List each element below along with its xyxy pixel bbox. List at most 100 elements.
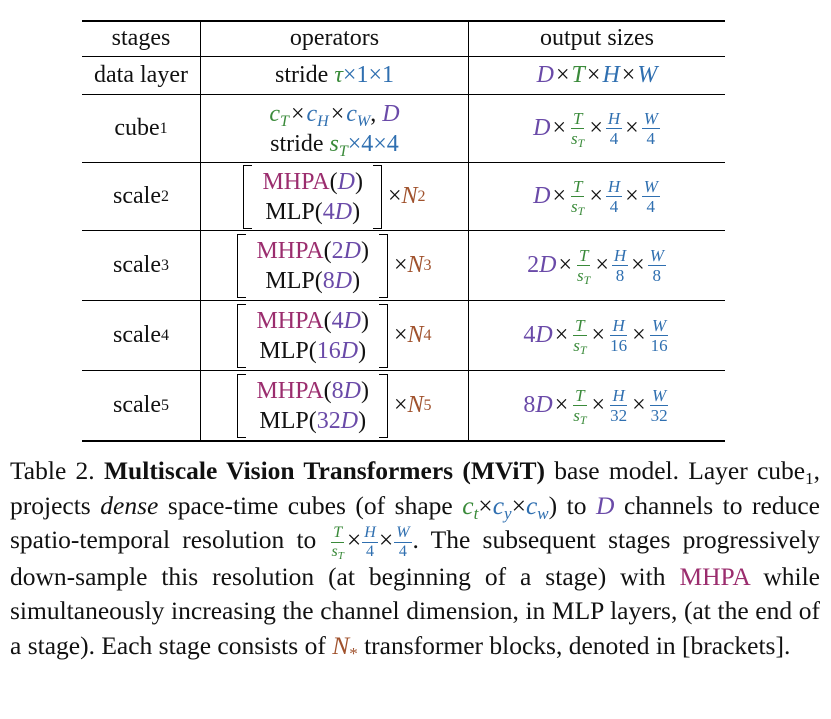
row-rule bbox=[82, 370, 725, 372]
table-top-rule bbox=[82, 20, 725, 22]
out-coef: 4 bbox=[523, 322, 536, 348]
mhpa-label: MHPA bbox=[262, 168, 330, 195]
left-bracket bbox=[237, 373, 247, 438]
stage-scale4: scale 4 bbox=[113, 322, 169, 348]
frac-num: T bbox=[576, 246, 591, 266]
mlp-coef: 32 bbox=[316, 407, 341, 434]
left-bracket bbox=[237, 303, 247, 368]
stride-rest: ×4×4 bbox=[347, 130, 399, 157]
mlp-line: MLP(32D) bbox=[259, 407, 367, 434]
stage-name: scale bbox=[113, 183, 161, 209]
dim-D: D bbox=[337, 168, 355, 195]
mhpa-line: MHPA(D) bbox=[262, 168, 363, 195]
dim-T: T bbox=[571, 62, 585, 88]
frac-den-sub: T bbox=[337, 549, 344, 562]
stage-name: scale bbox=[113, 392, 161, 418]
caption-text: base model. Layer cube bbox=[544, 456, 806, 485]
caption-text: while simultaneously increasing the chan… bbox=[10, 561, 820, 661]
table-bottom-rule bbox=[82, 440, 725, 442]
frac-den: 16 bbox=[610, 336, 628, 355]
mhpa-coef: 4 bbox=[331, 307, 344, 334]
operator-cube1: cT×cH×cW, D stride sT×4×4 bbox=[201, 95, 468, 162]
c-var: c bbox=[346, 100, 357, 127]
frac-den: 16 bbox=[650, 336, 668, 355]
dim-H: H bbox=[602, 62, 620, 88]
operator-scale5: MHPA(8D) MLP(32D) × N 5 bbox=[201, 371, 468, 440]
frac-num: W bbox=[641, 177, 660, 197]
frac-den-sub: T bbox=[577, 136, 585, 150]
frac-num: H bbox=[611, 246, 629, 266]
left-bracket bbox=[237, 233, 247, 298]
dim-D: D bbox=[533, 183, 551, 209]
frac-den: s bbox=[331, 542, 338, 560]
caption-var: N bbox=[332, 631, 350, 661]
frac-den-sub: T bbox=[583, 273, 591, 287]
column-rule bbox=[200, 20, 202, 442]
dim-D: D bbox=[382, 100, 400, 127]
frac-num: W bbox=[650, 386, 669, 406]
dim-D: D bbox=[536, 62, 554, 88]
output-data-layer: D × T × H × W bbox=[536, 62, 658, 88]
mlp-line: MLP(4D) bbox=[265, 198, 361, 225]
right-bracket bbox=[372, 164, 382, 229]
kernel-shape-line: cT×cH×cW, D bbox=[269, 100, 400, 130]
c-var: c bbox=[269, 100, 281, 127]
mlp-line: MLP(8D) bbox=[265, 267, 361, 294]
dim-D: D bbox=[343, 377, 361, 404]
mhpa-line: MHPA(8D) bbox=[256, 377, 369, 404]
mhpa-label: MHPA bbox=[256, 237, 324, 264]
caption-sub: 1 bbox=[805, 469, 814, 488]
operator-data-layer: stride τ ×1×1 bbox=[201, 57, 468, 94]
right-bracket bbox=[378, 233, 388, 298]
operator-scale3: MHPA(2D) MLP(8D) × N 3 bbox=[201, 231, 468, 300]
frac-num: T bbox=[573, 386, 587, 406]
frac-den: 4 bbox=[609, 129, 619, 148]
s-sub: T bbox=[338, 142, 348, 160]
frac-den: 4 bbox=[366, 542, 375, 560]
mhpa-line: MHPA(2D) bbox=[256, 237, 369, 264]
frac-num: W bbox=[647, 246, 666, 266]
row-rule bbox=[82, 300, 725, 302]
frac-den: 4 bbox=[398, 542, 407, 560]
caption-title: Multiscale Vision Transformers (MViT) bbox=[103, 456, 545, 485]
mlp-coef: 8 bbox=[322, 267, 335, 294]
operator-scale4: MHPA(4D) MLP(16D) × N 4 bbox=[201, 301, 468, 370]
caption-sub: w bbox=[537, 503, 549, 523]
out-coef: 2 bbox=[527, 252, 540, 278]
stage-data-layer: data layer bbox=[94, 62, 188, 88]
caption-var: c bbox=[525, 490, 538, 520]
frac-den: 4 bbox=[646, 197, 656, 216]
repeat-N: N bbox=[407, 322, 424, 348]
mhpa-label: MHPA bbox=[256, 377, 324, 404]
caption-text: . The subsequent stages progressively do… bbox=[10, 525, 820, 591]
dim-D: D bbox=[343, 237, 361, 264]
caption-text: , projects bbox=[10, 456, 821, 520]
column-rule bbox=[468, 20, 470, 442]
frac-num: T bbox=[573, 316, 587, 336]
frac-den: s bbox=[577, 266, 584, 285]
frac-den: 4 bbox=[646, 129, 656, 148]
table-caption: Table 2. Multiscale Vision Transformers … bbox=[10, 456, 821, 664]
mhpa-coef: 2 bbox=[331, 237, 344, 264]
header-output-sizes: output sizes bbox=[540, 25, 654, 51]
cube-stride-line: stride sT×4×4 bbox=[270, 129, 399, 160]
caption-sub: * bbox=[349, 644, 358, 664]
stage-name: scale bbox=[113, 252, 161, 278]
stage-scale3: scale 3 bbox=[113, 252, 169, 278]
frac-den: s bbox=[573, 406, 580, 425]
mlp-label: MLP bbox=[265, 267, 315, 294]
stage-name: scale bbox=[113, 322, 161, 348]
right-bracket bbox=[378, 373, 388, 438]
stage-scale2: scale 2 bbox=[113, 183, 169, 209]
